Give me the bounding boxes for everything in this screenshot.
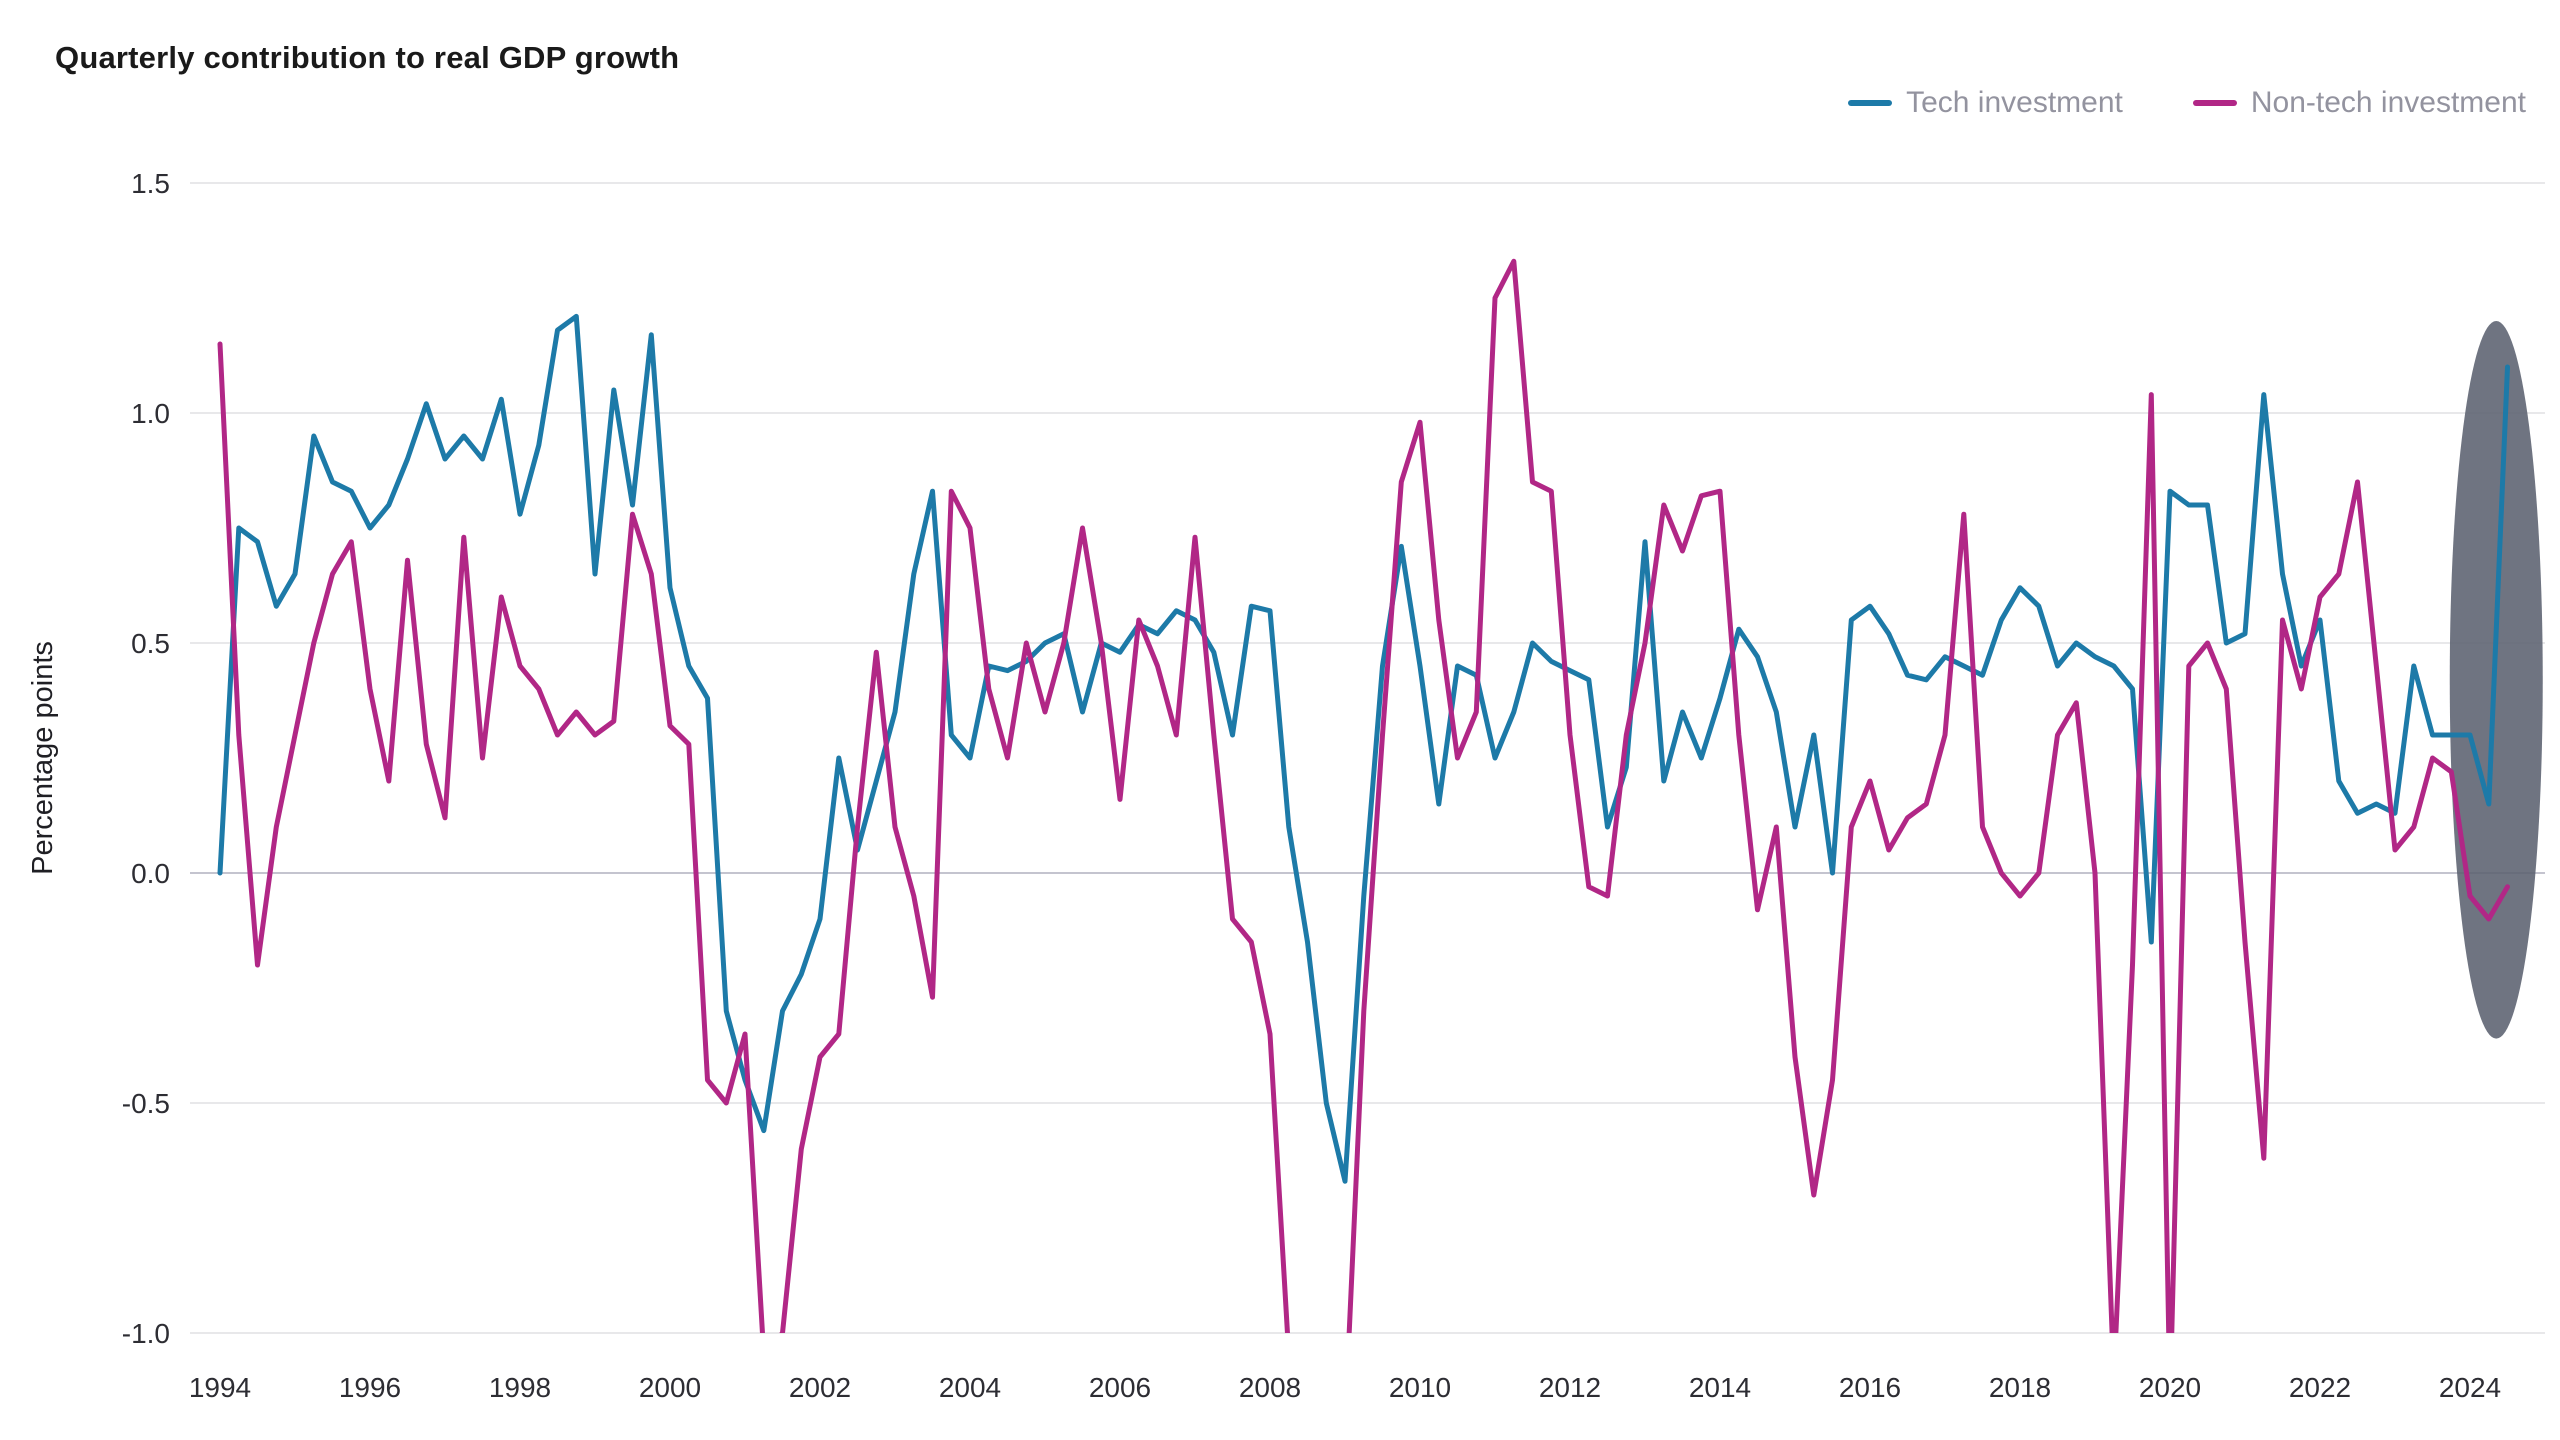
legend-label-non-tech-investment: Non-tech investment [2250,86,2526,119]
tech-investment-swatch-icon [1848,100,1893,106]
x-tick-label: 2018 [1989,1372,2051,1403]
legend-item-tech-investment: Tech investment [1848,86,2123,120]
non-tech-investment-swatch-icon [2192,100,2237,106]
series-line-tech-investment [217,313,2510,1184]
chart-legend: Tech investment Non-tech investment [1848,86,2526,120]
legend-item-non-tech-investment: Non-tech investment [2192,86,2526,120]
y-tick-label: 1.5 [131,168,170,199]
x-tick-label: 2022 [2289,1372,2351,1403]
x-tick-label: 1998 [489,1372,551,1403]
x-tick-label: 1996 [339,1372,401,1403]
y-tick-label: 0.5 [131,628,170,659]
x-tick-label: 2000 [639,1372,701,1403]
x-tick-label: 2004 [939,1372,1001,1403]
chart-title: Quarterly contribution to real GDP growt… [55,40,680,75]
x-tick-label: 2006 [1089,1372,1151,1403]
x-tick-label: 2024 [2439,1372,2501,1403]
x-tick-label: 2002 [789,1372,851,1403]
y-tick-label: 1.0 [131,398,170,429]
series-line-non-tech-investment [217,258,2510,1333]
legend-label-tech-investment: Tech investment [1906,86,2123,119]
y-tick-label: -0.5 [122,1088,170,1119]
x-tick-label: 2014 [1689,1372,1751,1403]
y-tick-label: -1.0 [122,1318,170,1349]
y-axis-label: Percentage points [27,641,59,875]
x-tick-label: 2010 [1389,1372,1451,1403]
x-tick-label: 2020 [2139,1372,2201,1403]
x-tick-label: 2012 [1539,1372,1601,1403]
x-tick-label: 2016 [1839,1372,1901,1403]
x-tick-label: 1994 [189,1372,251,1403]
y-tick-label: 0.0 [131,858,170,889]
x-tick-label: 2008 [1239,1372,1301,1403]
